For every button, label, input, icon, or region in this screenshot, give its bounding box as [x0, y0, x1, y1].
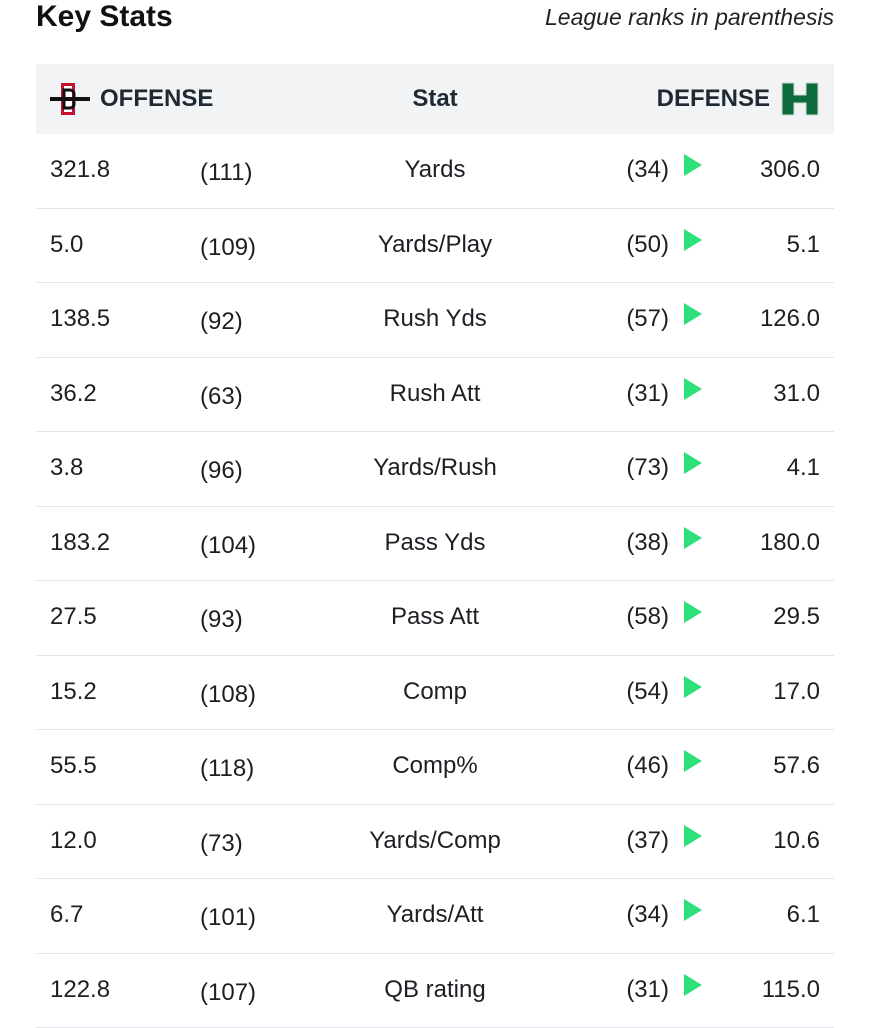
defense-header: DEFENSE — [657, 82, 820, 116]
table-row: 15.2(108)Comp(54)17.0 — [36, 656, 834, 731]
table-row: 183.2(104)Pass Yds(38)180.0 — [36, 507, 834, 582]
defense-rank: (46) — [626, 752, 669, 780]
stat-name: Yards/Play — [36, 231, 834, 259]
defense-rank: (57) — [626, 305, 669, 333]
stat-name: Comp% — [36, 752, 834, 780]
play-arrow-icon[interactable] — [684, 676, 702, 698]
table-row: 321.8(111)Yards(34)306.0 — [36, 134, 834, 209]
stat-name: Yards/Rush — [36, 454, 834, 482]
play-arrow-icon[interactable] — [684, 601, 702, 623]
section-title: Key Stats — [36, 0, 173, 34]
play-arrow-icon[interactable] — [684, 750, 702, 772]
stat-name: Yards/Att — [36, 901, 834, 929]
table-row: 12.0(73)Yards/Comp(37)10.6 — [36, 805, 834, 880]
defense-value: 6.1 — [787, 901, 820, 929]
play-arrow-icon[interactable] — [684, 452, 702, 474]
stat-name: Comp — [36, 678, 834, 706]
play-arrow-icon[interactable] — [684, 899, 702, 921]
stat-name: Rush Att — [36, 380, 834, 408]
defense-rank: (34) — [626, 156, 669, 184]
defense-rank: (31) — [626, 380, 669, 408]
stat-name: Yards/Comp — [36, 827, 834, 855]
play-arrow-icon[interactable] — [684, 154, 702, 176]
table-header: OFFENSE Stat DEFENSE — [36, 64, 834, 134]
defense-value: 57.6 — [773, 752, 820, 780]
stat-name: Pass Att — [36, 603, 834, 631]
table-row: 5.0(109)Yards/Play(50)5.1 — [36, 209, 834, 284]
defense-value: 126.0 — [760, 305, 820, 333]
defense-rank: (37) — [626, 827, 669, 855]
play-arrow-icon[interactable] — [684, 825, 702, 847]
stat-name: QB rating — [36, 976, 834, 1004]
defense-rank: (54) — [626, 678, 669, 706]
defense-value: 5.1 — [787, 231, 820, 259]
play-arrow-icon[interactable] — [684, 303, 702, 325]
stat-name: Yards — [36, 156, 834, 184]
section-header: Key Stats League ranks in parenthesis — [36, 0, 834, 40]
hawaii-logo-icon — [780, 82, 820, 116]
defense-rank: (31) — [626, 976, 669, 1004]
play-arrow-icon[interactable] — [684, 974, 702, 996]
defense-value: 29.5 — [773, 603, 820, 631]
defense-value: 31.0 — [773, 380, 820, 408]
defense-rank: (73) — [626, 454, 669, 482]
defense-value: 17.0 — [773, 678, 820, 706]
table-row: 122.8(107)QB rating(31)115.0 — [36, 954, 834, 1028]
stat-name: Pass Yds — [36, 529, 834, 557]
table-row: 27.5(93)Pass Att(58)29.5 — [36, 581, 834, 656]
table-row: 55.5(118)Comp%(46)57.6 — [36, 730, 834, 805]
stat-name: Rush Yds — [36, 305, 834, 333]
table-row: 6.7(101)Yards/Att(34)6.1 — [36, 879, 834, 954]
table-row: 138.5(92)Rush Yds(57)126.0 — [36, 283, 834, 358]
defense-rank: (50) — [626, 231, 669, 259]
play-arrow-icon[interactable] — [684, 527, 702, 549]
defense-value: 4.1 — [787, 454, 820, 482]
table-row: 3.8(96)Yards/Rush(73)4.1 — [36, 432, 834, 507]
defense-rank: (34) — [626, 901, 669, 929]
defense-rank: (58) — [626, 603, 669, 631]
play-arrow-icon[interactable] — [684, 229, 702, 251]
defense-value: 180.0 — [760, 529, 820, 557]
key-stats-table: OFFENSE Stat DEFENSE 321.8(111)Yards(34)… — [36, 64, 834, 1028]
table-row: 36.2(63)Rush Att(31)31.0 — [36, 358, 834, 433]
defense-rank: (38) — [626, 529, 669, 557]
defense-value: 115.0 — [762, 976, 820, 1004]
defense-label: DEFENSE — [657, 85, 770, 113]
defense-value: 10.6 — [773, 827, 820, 855]
play-arrow-icon[interactable] — [684, 378, 702, 400]
section-subtitle: League ranks in parenthesis — [545, 4, 834, 31]
defense-value: 306.0 — [760, 156, 820, 184]
